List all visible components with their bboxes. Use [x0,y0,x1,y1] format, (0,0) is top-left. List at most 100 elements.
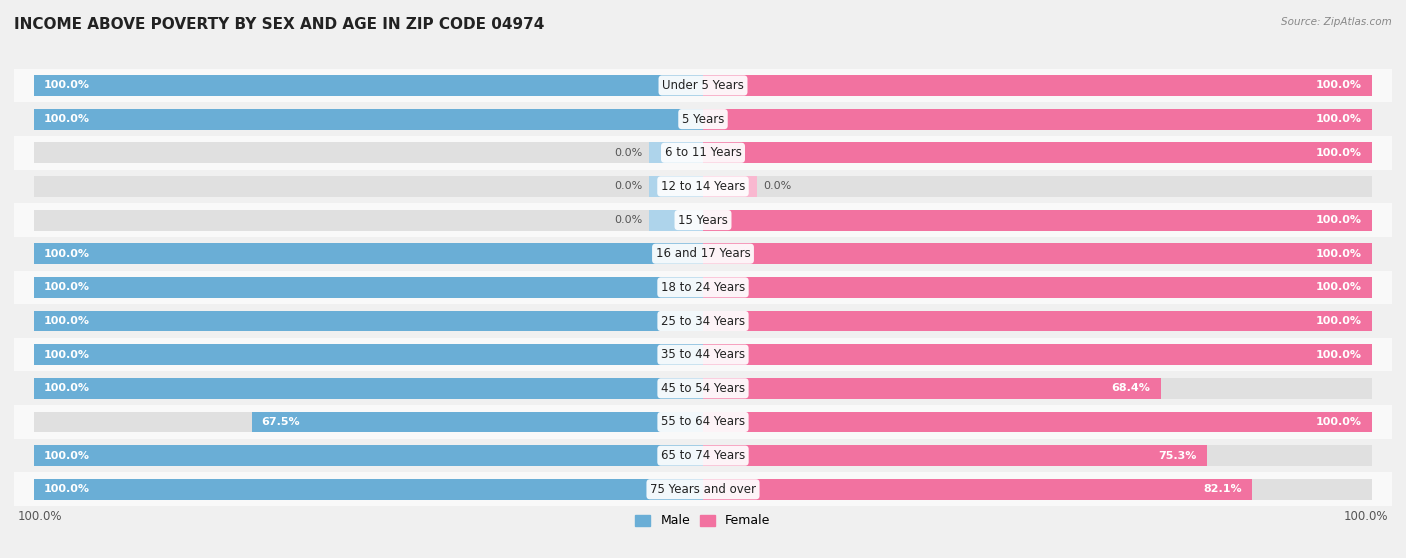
Text: 100.0%: 100.0% [44,114,90,124]
Bar [650,176,703,197]
Bar [34,243,703,264]
Bar [703,277,1372,298]
Text: 100.0%: 100.0% [1316,215,1362,225]
Text: Source: ZipAtlas.com: Source: ZipAtlas.com [1281,17,1392,27]
Bar [34,344,703,365]
Bar [703,210,1372,230]
Text: 100.0%: 100.0% [1316,114,1362,124]
Bar [14,69,1392,102]
Text: 100.0%: 100.0% [44,249,90,259]
Bar [34,311,703,331]
Bar [14,102,1392,136]
Text: 6 to 11 Years: 6 to 11 Years [665,146,741,159]
Text: 100.0%: 100.0% [1316,316,1362,326]
Text: 100.0%: 100.0% [1316,282,1362,292]
Bar [34,479,703,500]
Text: 100.0%: 100.0% [44,383,90,393]
Text: 100.0%: 100.0% [1316,249,1362,259]
Text: 100.0%: 100.0% [44,80,90,90]
Legend: Male, Female: Male, Female [630,509,776,532]
Bar [34,243,703,264]
Bar [34,109,703,129]
Text: 100.0%: 100.0% [44,350,90,360]
Text: 67.5%: 67.5% [262,417,299,427]
Bar [703,479,1372,500]
Text: 75.3%: 75.3% [1159,451,1197,460]
Text: 100.0%: 100.0% [44,316,90,326]
Bar [703,479,1253,500]
Text: 100.0%: 100.0% [1344,510,1389,523]
Bar [34,277,703,298]
Bar [703,311,1372,331]
Bar [703,210,1372,230]
Text: 100.0%: 100.0% [1316,80,1362,90]
Bar [14,405,1392,439]
Bar [703,344,1372,365]
Bar [703,142,1372,163]
Text: 0.0%: 0.0% [614,181,643,191]
Bar [34,142,703,163]
Bar [34,445,703,466]
Text: 100.0%: 100.0% [44,282,90,292]
Text: Under 5 Years: Under 5 Years [662,79,744,92]
Bar [703,142,1372,163]
Bar [34,445,703,466]
Bar [34,210,703,230]
Bar [14,439,1392,473]
Bar [14,170,1392,203]
Text: 16 and 17 Years: 16 and 17 Years [655,247,751,260]
Text: 100.0%: 100.0% [44,451,90,460]
Text: 25 to 34 Years: 25 to 34 Years [661,315,745,328]
Bar [34,378,703,399]
Text: 0.0%: 0.0% [763,181,792,191]
Bar [703,412,1372,432]
Bar [14,136,1392,170]
Bar [703,75,1372,96]
Text: 75 Years and over: 75 Years and over [650,483,756,496]
Bar [703,311,1372,331]
Bar [703,445,1372,466]
Bar [14,304,1392,338]
Text: 0.0%: 0.0% [614,148,643,158]
Bar [252,412,703,432]
Text: 100.0%: 100.0% [44,484,90,494]
Bar [34,277,703,298]
Bar [34,311,703,331]
Bar [703,176,1372,197]
Bar [703,243,1372,264]
Bar [34,412,703,432]
Text: 18 to 24 Years: 18 to 24 Years [661,281,745,294]
Bar [34,75,703,96]
Text: 5 Years: 5 Years [682,113,724,126]
Bar [703,277,1372,298]
Bar [14,203,1392,237]
Bar [14,473,1392,506]
Bar [34,109,703,129]
Bar [14,372,1392,405]
Bar [34,378,703,399]
Text: 68.4%: 68.4% [1112,383,1150,393]
Bar [34,75,703,96]
Bar [650,142,703,163]
Bar [34,479,703,500]
Text: 15 Years: 15 Years [678,214,728,227]
Bar [34,176,703,197]
Bar [14,237,1392,271]
Bar [703,344,1372,365]
Text: 55 to 64 Years: 55 to 64 Years [661,416,745,429]
Bar [703,109,1372,129]
Bar [34,344,703,365]
Text: 100.0%: 100.0% [17,510,62,523]
Bar [703,75,1372,96]
Text: 65 to 74 Years: 65 to 74 Years [661,449,745,462]
Text: 100.0%: 100.0% [1316,350,1362,360]
Bar [703,176,756,197]
Bar [703,243,1372,264]
Text: 0.0%: 0.0% [614,215,643,225]
Bar [650,210,703,230]
Text: 82.1%: 82.1% [1204,484,1241,494]
Bar [703,378,1372,399]
Bar [703,378,1160,399]
Text: 12 to 14 Years: 12 to 14 Years [661,180,745,193]
Text: INCOME ABOVE POVERTY BY SEX AND AGE IN ZIP CODE 04974: INCOME ABOVE POVERTY BY SEX AND AGE IN Z… [14,17,544,32]
